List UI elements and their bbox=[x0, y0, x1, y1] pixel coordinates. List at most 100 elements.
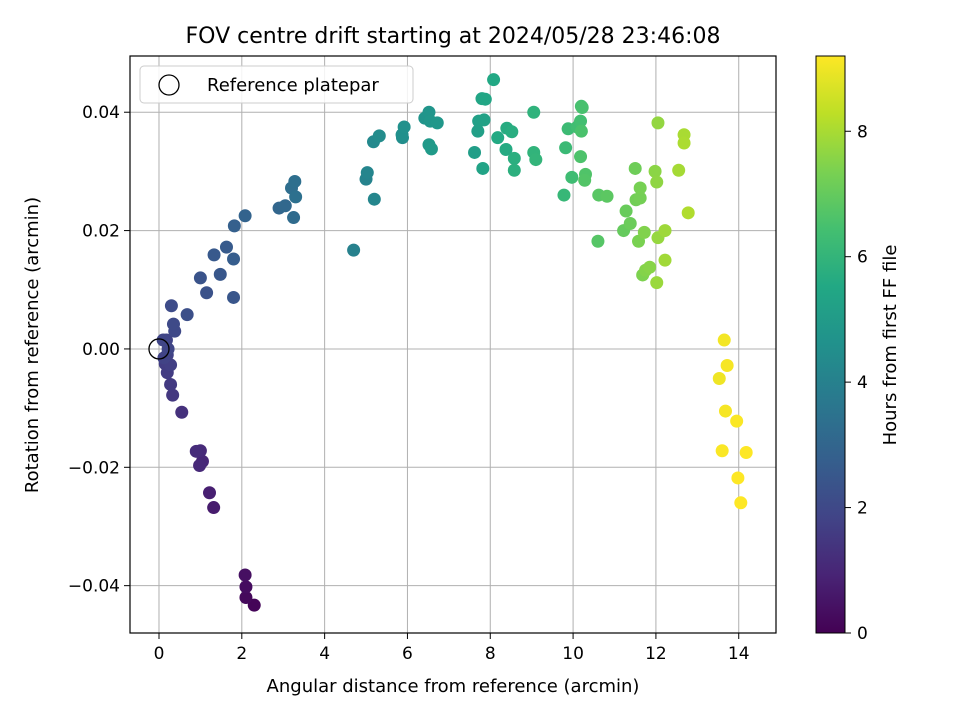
data-point bbox=[238, 209, 252, 223]
x-tick-label: 14 bbox=[728, 644, 750, 664]
data-point bbox=[734, 496, 748, 510]
data-point bbox=[287, 211, 301, 225]
data-point bbox=[578, 173, 592, 187]
data-point bbox=[219, 240, 233, 254]
data-point bbox=[739, 446, 753, 460]
y-axis-ticks: −0.04 −0.02 0.00 0.02 0.04 bbox=[68, 103, 130, 597]
legend: Reference platepar bbox=[139, 65, 414, 104]
data-point bbox=[200, 286, 214, 300]
data-point bbox=[507, 151, 521, 165]
x-tick-label: 0 bbox=[154, 644, 165, 664]
data-point bbox=[430, 116, 444, 130]
colorbar-tick-label: 8 bbox=[857, 122, 868, 142]
data-point bbox=[367, 192, 381, 206]
data-point bbox=[499, 143, 513, 157]
data-point bbox=[623, 216, 637, 230]
data-point bbox=[628, 161, 642, 175]
legend-box bbox=[139, 65, 414, 104]
data-point bbox=[180, 308, 194, 322]
data-point bbox=[505, 125, 519, 139]
data-point bbox=[164, 377, 178, 391]
data-point bbox=[278, 199, 292, 213]
data-point bbox=[476, 161, 490, 175]
data-point bbox=[633, 181, 647, 195]
data-point bbox=[372, 129, 386, 143]
data-point bbox=[557, 188, 571, 202]
data-point bbox=[574, 114, 588, 128]
colorbar-tick-label: 0 bbox=[857, 624, 868, 644]
data-point bbox=[565, 170, 579, 184]
data-point bbox=[720, 359, 734, 373]
reference-point-marker bbox=[148, 338, 170, 360]
data-point bbox=[175, 405, 189, 419]
data-point bbox=[471, 124, 485, 138]
data-point bbox=[507, 163, 521, 177]
x-tick-label: 4 bbox=[319, 644, 330, 664]
data-point bbox=[718, 404, 732, 418]
data-point bbox=[487, 73, 501, 87]
y-axis-label: Rotation from reference (arcmin) bbox=[22, 197, 43, 493]
data-point bbox=[424, 142, 438, 156]
data-point bbox=[731, 471, 745, 485]
y-tick-label: 0.00 bbox=[82, 340, 120, 360]
data-point bbox=[468, 145, 482, 159]
data-point bbox=[650, 276, 664, 290]
colorbar-tick-label: 4 bbox=[857, 373, 868, 393]
x-tick-label: 8 bbox=[485, 644, 496, 664]
data-point bbox=[207, 248, 221, 262]
x-tick-label: 10 bbox=[562, 644, 584, 664]
data-point bbox=[600, 189, 614, 203]
y-tick-label: −0.04 bbox=[68, 577, 120, 597]
data-point bbox=[213, 267, 227, 281]
y-tick-label: −0.02 bbox=[68, 458, 120, 478]
legend-marker-icon bbox=[158, 74, 180, 96]
x-tick-label: 12 bbox=[645, 644, 667, 664]
data-point bbox=[650, 175, 664, 189]
data-point bbox=[477, 113, 491, 127]
colorbar-label: Hours from first FF file bbox=[880, 245, 901, 446]
data-point bbox=[658, 224, 672, 238]
data-point bbox=[712, 372, 726, 386]
data-point bbox=[575, 100, 589, 114]
data-point bbox=[289, 190, 303, 204]
data-point bbox=[247, 598, 261, 612]
data-point bbox=[239, 590, 253, 604]
data-point bbox=[164, 299, 178, 313]
legend-entry-label: Reference platepar bbox=[207, 75, 379, 96]
y-tick-label: 0.04 bbox=[82, 103, 120, 123]
data-point bbox=[360, 166, 374, 180]
data-point bbox=[730, 414, 744, 428]
data-point bbox=[648, 164, 662, 178]
data-point bbox=[574, 124, 588, 138]
x-tick-label: 2 bbox=[236, 644, 247, 664]
colorbar-gradient bbox=[815, 55, 846, 634]
colorbar-tick-label: 6 bbox=[857, 248, 868, 268]
data-point bbox=[491, 131, 505, 145]
data-point bbox=[166, 388, 180, 402]
x-tick-label: 6 bbox=[402, 644, 413, 664]
data-point bbox=[189, 444, 203, 458]
x-axis-ticks: 0 2 4 6 8 10 12 14 bbox=[154, 633, 750, 664]
data-point bbox=[529, 153, 543, 167]
data-points bbox=[156, 73, 753, 612]
chart-title: FOV centre drift starting at 2024/05/28 … bbox=[186, 24, 721, 49]
data-point bbox=[239, 580, 253, 594]
colorbar: 0 2 4 6 8 Hours from first FF file bbox=[815, 55, 901, 644]
data-point bbox=[397, 120, 411, 134]
data-point bbox=[715, 444, 729, 458]
data-point bbox=[347, 243, 361, 257]
data-point bbox=[207, 501, 221, 515]
data-point bbox=[651, 116, 665, 130]
data-point bbox=[637, 225, 651, 239]
data-point bbox=[633, 191, 647, 205]
data-point bbox=[203, 486, 217, 500]
data-point bbox=[227, 290, 241, 304]
data-point bbox=[193, 459, 207, 473]
data-point bbox=[227, 252, 241, 266]
data-point bbox=[717, 333, 731, 347]
data-point bbox=[559, 141, 573, 155]
data-point bbox=[527, 105, 541, 119]
data-point bbox=[672, 163, 686, 177]
